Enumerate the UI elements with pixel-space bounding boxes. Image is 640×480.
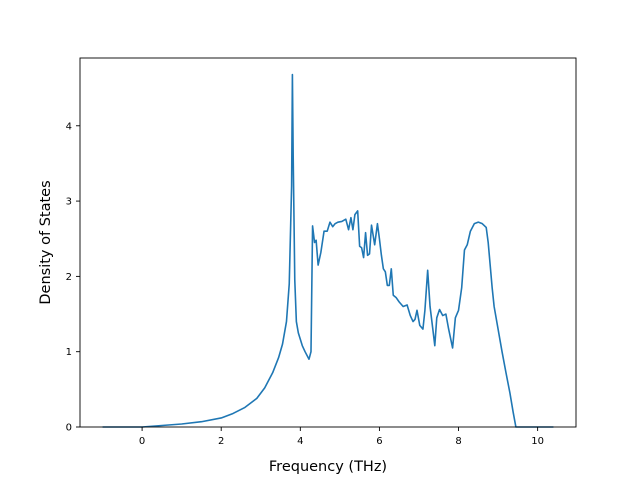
y-tick-label: 1: [66, 347, 72, 358]
dos-series-line-0: [102, 73, 554, 428]
axes-frame: [79, 57, 577, 428]
x-tick-label: 10: [531, 436, 544, 447]
x-tick-label: 6: [376, 436, 382, 447]
y-axis-label: Density of States: [38, 180, 54, 304]
y-tick-label: 3: [66, 197, 72, 208]
x-axis-label: Frequency (THz): [269, 459, 387, 475]
y-tick-label: 0: [66, 423, 72, 434]
x-tick-label: 0: [139, 436, 145, 447]
x-tick-label: 4: [297, 436, 303, 447]
y-tick-label: 4: [66, 121, 72, 132]
x-tick-label: 8: [455, 436, 461, 447]
x-tick-label: 2: [218, 436, 224, 447]
y-tick-label: 2: [66, 272, 72, 283]
